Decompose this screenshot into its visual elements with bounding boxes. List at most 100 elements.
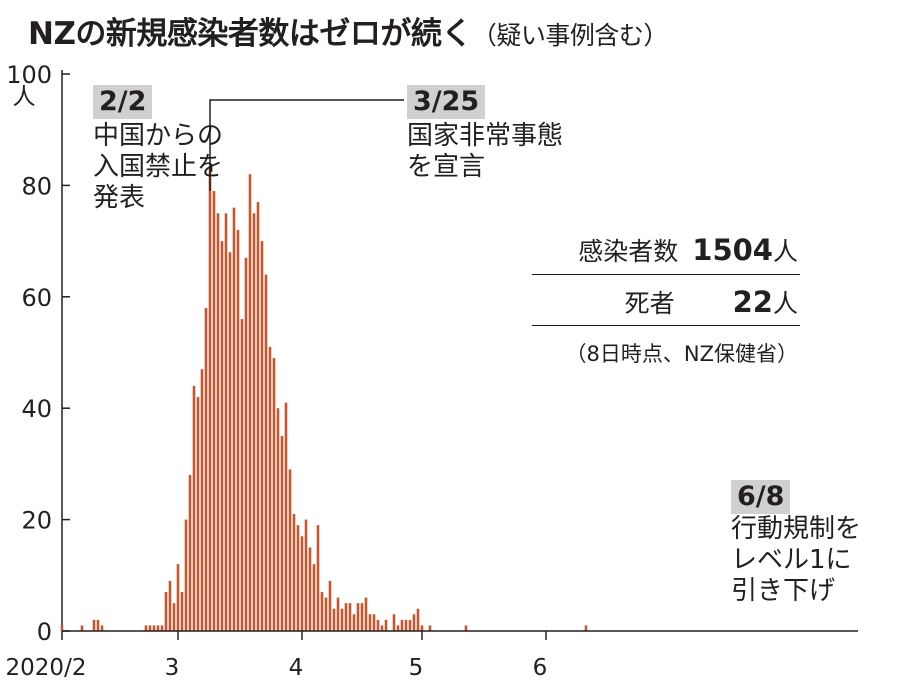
bar bbox=[252, 213, 256, 631]
bar bbox=[384, 619, 388, 631]
bar bbox=[236, 229, 240, 631]
y-tick-label: 60 bbox=[21, 284, 52, 312]
bar bbox=[272, 358, 276, 631]
deaths-label: 死者 bbox=[624, 289, 675, 318]
bar bbox=[324, 597, 328, 631]
bar bbox=[148, 625, 152, 631]
bar bbox=[300, 536, 304, 631]
bar bbox=[408, 619, 412, 631]
bar bbox=[412, 614, 416, 631]
bar bbox=[160, 625, 164, 631]
bar bbox=[364, 597, 368, 631]
bar bbox=[100, 625, 104, 631]
bar bbox=[316, 525, 320, 631]
bar bbox=[416, 608, 420, 631]
bar bbox=[420, 625, 424, 631]
bar bbox=[392, 614, 396, 631]
bar bbox=[360, 603, 364, 631]
bar bbox=[276, 408, 280, 631]
annotation-line: 入国禁止を bbox=[93, 152, 224, 182]
y-tick-label: 40 bbox=[21, 395, 52, 423]
bar bbox=[220, 241, 224, 631]
bar bbox=[152, 625, 156, 631]
bar bbox=[584, 625, 588, 631]
annotation-text-mar-25: 国家非常事態 を宣言 bbox=[407, 121, 563, 183]
bar bbox=[256, 202, 260, 632]
y-unit-label: 人 bbox=[13, 84, 36, 110]
bar bbox=[224, 213, 228, 631]
bar bbox=[312, 564, 316, 631]
bar bbox=[428, 625, 432, 631]
bar bbox=[212, 190, 216, 631]
bar bbox=[196, 397, 200, 631]
x-tick-label: 6 bbox=[533, 655, 548, 681]
bar bbox=[380, 625, 384, 631]
bar bbox=[336, 597, 340, 631]
bar bbox=[292, 514, 296, 631]
bar bbox=[96, 619, 100, 631]
bar bbox=[144, 625, 148, 631]
bar bbox=[188, 475, 192, 631]
title-main: NZの新規感染者数はゼロが続く bbox=[28, 16, 472, 52]
annotation-line: 中国からの bbox=[93, 121, 224, 151]
annotation-date-feb-2: 2/2 bbox=[93, 85, 153, 119]
bar bbox=[172, 603, 176, 631]
bar bbox=[356, 603, 360, 631]
chart-title: NZの新規感染者数はゼロが続く（疑い事例含む） bbox=[28, 8, 668, 53]
annotation-text-jun-8: 行動規制を レベル1に 引き下げ bbox=[731, 514, 861, 607]
bar bbox=[264, 274, 268, 631]
bar bbox=[320, 592, 324, 631]
y-tick-label: 0 bbox=[37, 618, 52, 646]
bar bbox=[328, 580, 332, 631]
cases-unit: 人 bbox=[772, 237, 798, 266]
bar bbox=[180, 592, 184, 631]
annotation-line: レベル1に bbox=[731, 545, 852, 575]
bar bbox=[372, 614, 376, 631]
bar bbox=[268, 346, 272, 631]
x-tick-label: 4 bbox=[289, 655, 304, 681]
bar bbox=[164, 592, 168, 631]
bar bbox=[60, 625, 64, 631]
bar bbox=[92, 619, 96, 631]
bar bbox=[228, 252, 232, 632]
annotation-line: 発表 bbox=[93, 183, 146, 213]
cases-value: 1504 bbox=[692, 233, 773, 267]
bar bbox=[304, 519, 308, 631]
cases-row: 感染者数 1504人 bbox=[578, 232, 798, 268]
x-tick-label: 3 bbox=[165, 655, 180, 681]
bar bbox=[244, 257, 248, 631]
cases-label: 感染者数 bbox=[578, 237, 679, 266]
bar bbox=[200, 369, 204, 631]
bar bbox=[232, 207, 236, 631]
bar bbox=[340, 608, 344, 631]
stats-divider-top bbox=[532, 274, 800, 275]
bar bbox=[204, 307, 208, 631]
annotation-line: 行動規制を bbox=[731, 514, 862, 544]
annotation-date-mar-25: 3/25 bbox=[407, 85, 486, 119]
bar bbox=[404, 619, 408, 631]
deaths-value: 22 bbox=[732, 285, 773, 319]
bar bbox=[296, 525, 300, 631]
bar bbox=[368, 614, 372, 631]
x-tick-label: 2020/2 bbox=[6, 655, 87, 681]
bar bbox=[168, 580, 172, 631]
deaths-unit: 人 bbox=[772, 289, 798, 318]
y-tick-label: 20 bbox=[21, 507, 52, 535]
bar bbox=[348, 603, 352, 631]
bar bbox=[260, 241, 264, 631]
y-tick-label: 100 bbox=[6, 61, 52, 89]
bar bbox=[280, 436, 284, 631]
stats-divider-bottom bbox=[532, 325, 800, 326]
bar bbox=[400, 619, 404, 631]
annotation-date-jun-8: 6/8 bbox=[731, 480, 791, 514]
y-tick-label: 80 bbox=[21, 172, 52, 200]
annotation-leader-line bbox=[209, 99, 404, 191]
bar bbox=[332, 608, 336, 631]
bar bbox=[184, 519, 188, 631]
bar bbox=[248, 174, 252, 631]
bar bbox=[288, 469, 292, 631]
bar bbox=[344, 603, 348, 631]
annotation-line: 引き下げ bbox=[731, 576, 836, 606]
bar bbox=[352, 614, 356, 631]
bar bbox=[216, 213, 220, 631]
